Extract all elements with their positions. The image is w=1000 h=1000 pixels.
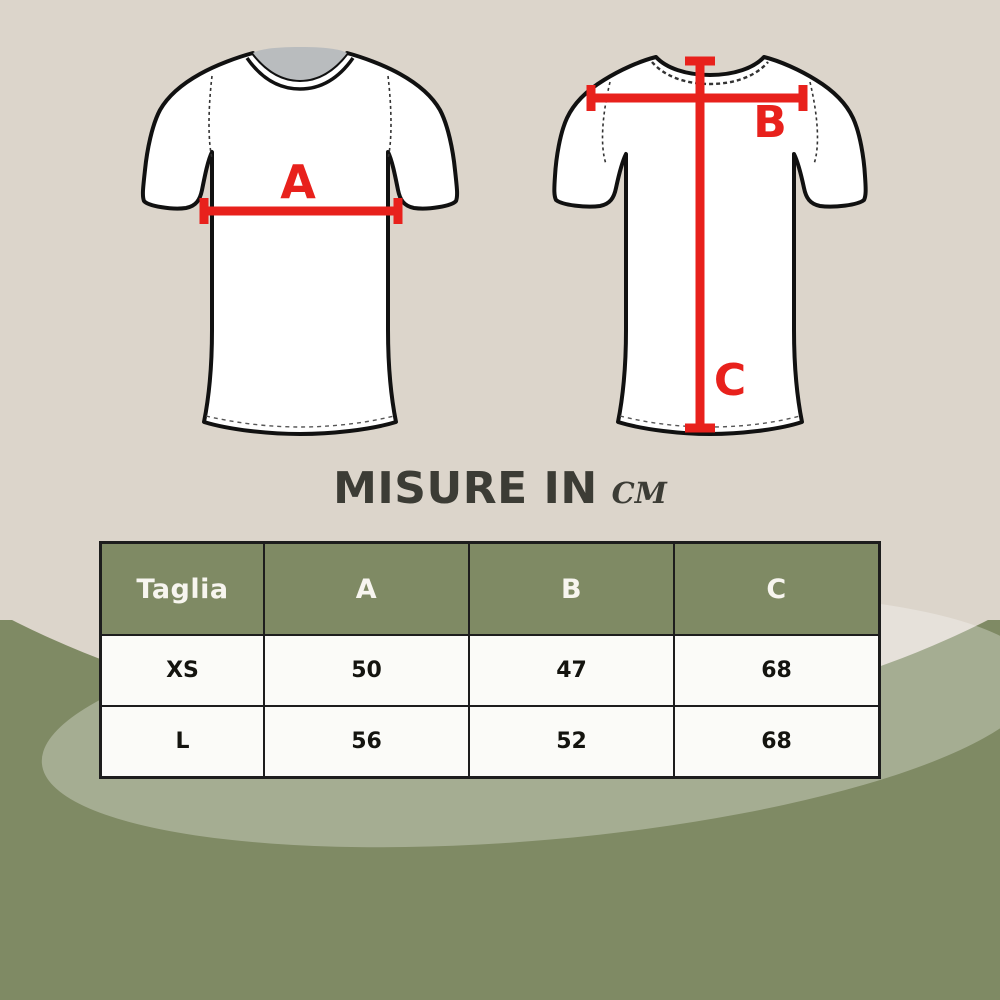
table-row: L 56 52 68 xyxy=(100,705,880,778)
front-hem-stitch xyxy=(205,415,395,428)
cell-b: 52 xyxy=(468,705,675,778)
cell-a: 50 xyxy=(263,634,470,707)
cell-c: 68 xyxy=(673,634,880,707)
column-header-b: B xyxy=(468,542,675,636)
table-row: XS 50 47 68 xyxy=(100,634,880,707)
cell-c: 68 xyxy=(673,705,880,778)
measurement-label-a: A xyxy=(280,155,316,209)
measurement-line-b xyxy=(586,85,808,111)
front-tshirt-illustration: A xyxy=(120,30,480,450)
measurement-line-c xyxy=(685,56,715,433)
size-table-header: Taglia A B C xyxy=(100,542,880,636)
back-tshirt-illustration: B C xyxy=(530,30,890,450)
back-shirt-body xyxy=(552,55,868,436)
front-tshirt-svg: A xyxy=(140,47,460,436)
front-collar-rib xyxy=(245,56,355,91)
size-table-body: XS 50 47 68 L 56 52 68 xyxy=(100,634,880,778)
measurement-label-c: C xyxy=(714,355,746,406)
table-header-row: Taglia A B C xyxy=(100,542,880,636)
size-table: Taglia A B C XS 50 47 68 L 56 52 68 xyxy=(100,542,880,778)
chart-title-main: MISURE IN xyxy=(333,463,598,514)
cell-b: 47 xyxy=(468,634,675,707)
measurement-line-a xyxy=(199,198,403,224)
measurement-label-b: B xyxy=(753,97,787,148)
back-collar-rib xyxy=(651,61,769,86)
column-header-a: A xyxy=(263,542,470,636)
cell-size: L xyxy=(100,705,265,778)
chart-title-unit: cm xyxy=(611,464,667,513)
cell-a: 56 xyxy=(263,705,470,778)
front-shirt-body xyxy=(140,51,460,436)
chart-title: MISURE IN cm xyxy=(0,463,1000,514)
front-collar-inner xyxy=(253,47,347,80)
cell-size: XS xyxy=(100,634,265,707)
column-header-size: Taglia xyxy=(100,542,265,636)
column-header-c: C xyxy=(673,542,880,636)
back-tshirt-svg: B C xyxy=(552,55,868,436)
